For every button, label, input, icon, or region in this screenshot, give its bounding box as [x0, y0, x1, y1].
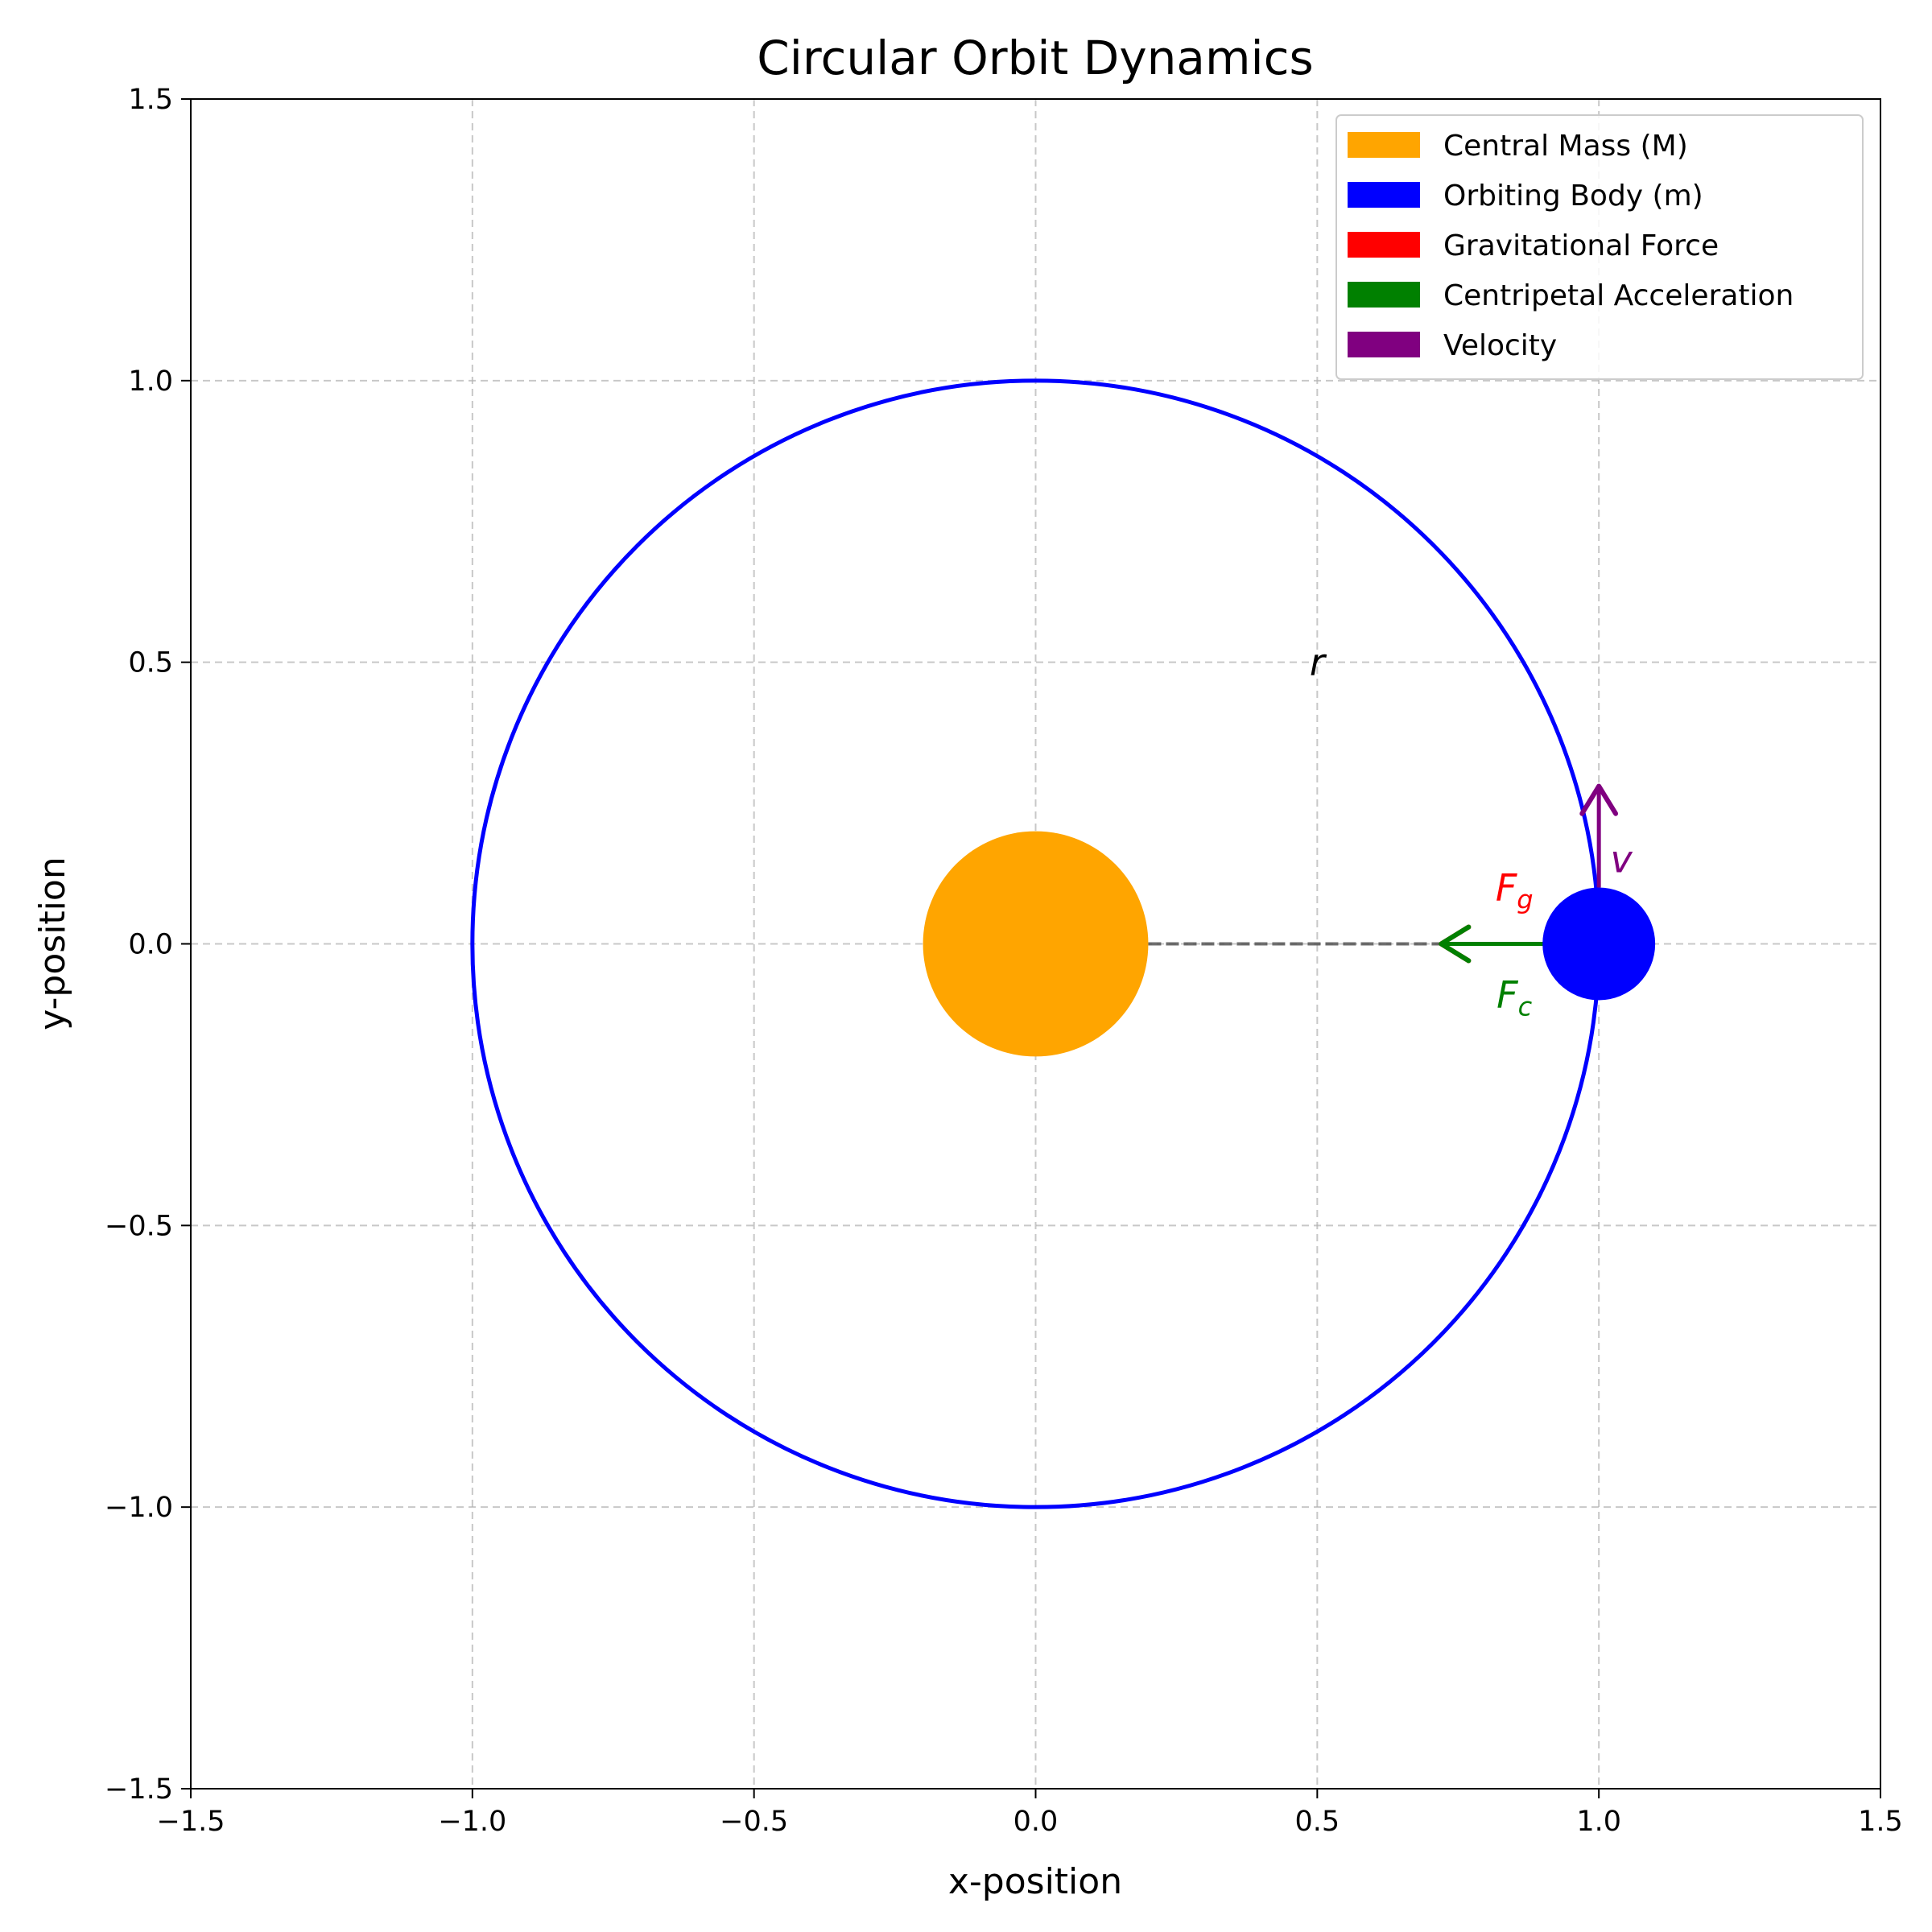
legend-swatch [1348, 332, 1420, 357]
y-tick-label: −0.5 [105, 1210, 173, 1242]
y-axis-label: y-position [32, 857, 73, 1030]
central-mass [923, 831, 1149, 1057]
velocity-arrowhead [1579, 783, 1619, 816]
legend: Central Mass (M) Orbiting Body (m) Gravita… [1335, 114, 1864, 380]
legend-swatch [1348, 132, 1420, 158]
annotation-label: Fg [1496, 866, 1534, 915]
y-tick-label: 0.5 [128, 647, 173, 679]
legend-label: Orbiting Body (m) [1443, 180, 1703, 213]
x-tick-label: 0.0 [1013, 1806, 1059, 1838]
x-tick-label: 0.5 [1294, 1806, 1340, 1838]
chart-title: Circular Orbit Dynamics [757, 31, 1313, 85]
legend-swatch [1348, 282, 1420, 308]
x-tick-label: 1.5 [1858, 1806, 1903, 1838]
y-tick-label: 0.0 [128, 929, 173, 961]
annotation-label: Fc [1496, 972, 1532, 1022]
y-tick-label: 1.0 [128, 365, 173, 398]
legend-label: Centripetal Acceleration [1443, 279, 1794, 312]
annotation-label: v [1611, 838, 1633, 881]
x-tick-label: 1.0 [1576, 1806, 1621, 1838]
axis-ticks: −1.5 −1.0 −0.5 0.0 0.5 1.0 1.5 −1.5 −1.0 −0.5 0.0 0… [105, 84, 1903, 1838]
x-tick-label: −0.5 [720, 1806, 788, 1838]
legend-box [1335, 114, 1864, 380]
legend-label: Velocity [1443, 329, 1557, 362]
plot-content [470, 378, 1656, 1509]
y-tick-label: −1.5 [105, 1773, 173, 1806]
legend-label: Central Mass (M) [1443, 130, 1688, 163]
x-tick-label: −1.5 [157, 1806, 225, 1838]
y-tick-label: 1.5 [128, 84, 173, 116]
legend-swatch [1348, 182, 1420, 208]
centripetal-acceleration-arrowhead [1439, 924, 1472, 964]
legend-label: Gravitational Force [1443, 229, 1719, 262]
y-tick-label: −1.0 [105, 1492, 173, 1524]
legend-swatch [1348, 232, 1420, 258]
x-tick-label: −1.0 [438, 1806, 506, 1838]
x-axis-label: x-position [948, 1861, 1122, 1902]
annotations: r Fg Fc v [1310, 641, 1633, 1022]
annotation-label: r [1310, 641, 1327, 684]
orbiting-body [1542, 887, 1656, 1001]
